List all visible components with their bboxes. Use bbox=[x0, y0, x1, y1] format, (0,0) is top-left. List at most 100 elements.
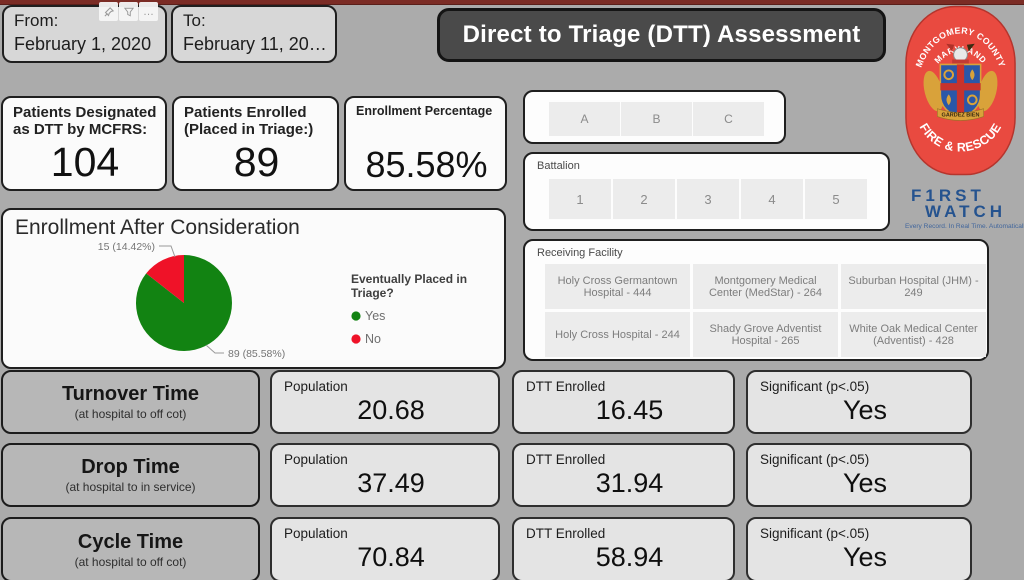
metric-cycle-subtitle: (at hospital to off cot) bbox=[74, 554, 187, 569]
kpi-designated-value: 104 bbox=[50, 139, 120, 185]
legend-dot-no-icon bbox=[351, 334, 361, 344]
drop-significant-card: Significant (p<.05) Yes bbox=[746, 443, 972, 507]
turnover-dtt-value: 16.45 bbox=[595, 395, 664, 425]
filter-icon[interactable] bbox=[119, 2, 138, 21]
kpi-card-enrollment-percentage: Enrollment Percentage 85.58% bbox=[344, 96, 507, 191]
battalion-button-4[interactable]: 4 bbox=[741, 179, 803, 219]
cycle-population-value: 70.84 bbox=[357, 542, 425, 572]
battalion-button-1[interactable]: 1 bbox=[549, 179, 611, 219]
drop-dtt-value: 31.94 bbox=[595, 468, 664, 498]
legend-item-no[interactable]: No bbox=[351, 332, 504, 346]
kpi-card-designated: Patients Designated as DTT by MCFRS: 104 bbox=[1, 96, 167, 191]
turnover-significant-value: Yes bbox=[842, 395, 888, 425]
turnover-dtt-card: DTT Enrolled 16.45 bbox=[512, 370, 735, 434]
page-title-card: Direct to Triage (DTT) Assessment bbox=[437, 8, 886, 62]
more-options-icon[interactable]: … bbox=[139, 2, 158, 21]
mcfrs-crest-logo: MONTGOMERY COUNTY MARYLAND FIRE & RESCUE… bbox=[905, 5, 1016, 176]
date-to-label: To: bbox=[183, 11, 206, 30]
battalion-slicer-label: Battalion bbox=[537, 160, 580, 172]
facility-button-suburban-jhm[interactable]: Suburban Hospital (JHM) - 249 bbox=[841, 264, 986, 309]
date-from-label: From: bbox=[14, 11, 59, 30]
legend-label-no: No bbox=[365, 332, 381, 346]
significant-column-label: Significant (p<.05) bbox=[760, 452, 870, 467]
kpi-enrolled-label-line1: Patients Enrolled bbox=[184, 104, 307, 121]
drop-significant-value: Yes bbox=[842, 468, 888, 498]
battalion-slicer-card: Battalion 1 2 3 4 5 bbox=[523, 152, 890, 231]
metric-row-turnover-label-card: Turnover Time (at hospital to off cot) bbox=[1, 370, 260, 434]
drop-population-value: 37.49 bbox=[357, 468, 425, 498]
facility-button-shady-grove[interactable]: Shady Grove Adventist Hospital - 265 bbox=[693, 312, 838, 357]
significant-column-label: Significant (p<.05) bbox=[760, 379, 870, 394]
turnover-population-card: Population 20.68 bbox=[270, 370, 500, 434]
population-column-label: Population bbox=[284, 379, 348, 394]
pie-slice-no[interactable] bbox=[146, 255, 184, 303]
facility-button-holy-cross-germantown[interactable]: Holy Cross Germantown Hospital - 444 bbox=[545, 264, 690, 309]
cycle-significant-card: Significant (p<.05) Yes bbox=[746, 517, 972, 580]
date-from-input[interactable]: February 1, 2020 bbox=[14, 34, 152, 54]
battalion-button-5[interactable]: 5 bbox=[805, 179, 867, 219]
significant-column-label: Significant (p<.05) bbox=[760, 526, 870, 541]
legend-label-yes: Yes bbox=[365, 309, 386, 323]
firstwatch-wordmark-line2: WATCH bbox=[925, 202, 1007, 222]
turnover-significant-card: Significant (p<.05) Yes bbox=[746, 370, 972, 434]
metric-row-cycle-label-card: Cycle Time (at hospital to off cot) bbox=[1, 517, 260, 580]
facility-button-holy-cross[interactable]: Holy Cross Hospital - 244 bbox=[545, 312, 690, 357]
firstwatch-tagline: Every Record. In Real Time. Automaticall… bbox=[905, 223, 1024, 231]
crest-motto: GARDEZ BIEN bbox=[942, 113, 980, 119]
shift-slicer-card: A B C bbox=[523, 90, 786, 144]
shift-button-c[interactable]: C bbox=[693, 102, 764, 136]
battalion-button-2[interactable]: 2 bbox=[613, 179, 675, 219]
cycle-dtt-value: 58.94 bbox=[595, 542, 664, 572]
metric-drop-subtitle: (at hospital to in service) bbox=[65, 480, 196, 494]
kpi-enrolled-label-line2: (Placed in Triage:) bbox=[184, 121, 314, 139]
dtt-enrolled-column-label: DTT Enrolled bbox=[526, 526, 606, 541]
window-top-strip bbox=[0, 0, 1024, 5]
page-title: Direct to Triage (DTT) Assessment bbox=[462, 21, 861, 48]
population-column-label: Population bbox=[284, 526, 348, 541]
enrollment-pie-chart: 15 (14.42%) 89 (85.58%) bbox=[98, 241, 285, 360]
battalion-button-3[interactable]: 3 bbox=[677, 179, 739, 219]
facility-button-white-oak[interactable]: White Oak Medical Center (Adventist) - 4… bbox=[841, 312, 986, 357]
firstwatch-logo: F1RST WATCH Every Record. In Real Time. … bbox=[903, 187, 1024, 231]
pie-chart-title: Enrollment After Consideration bbox=[15, 216, 300, 239]
receiving-facility-slicer-card: Receiving Facility Holy Cross Germantown… bbox=[523, 239, 989, 361]
date-to-slicer: To: February 11, 20… bbox=[171, 5, 337, 63]
kpi-percentage-value: 85.58% bbox=[365, 144, 488, 185]
receiving-facility-label: Receiving Facility bbox=[537, 247, 623, 259]
cycle-population-card: Population 70.84 bbox=[270, 517, 500, 580]
shift-button-b[interactable]: B bbox=[621, 102, 692, 136]
crest-coat-of-arms: GARDEZ BIEN bbox=[923, 43, 998, 121]
dtt-enrolled-column-label: DTT Enrolled bbox=[526, 452, 606, 467]
metric-row-drop-label-card: Drop Time (at hospital to in service) bbox=[1, 443, 260, 507]
pie-slice-yes[interactable] bbox=[135, 255, 232, 351]
shift-button-a[interactable]: A bbox=[549, 102, 620, 136]
pie-legend-title: Eventually Placed in Triage? bbox=[351, 272, 468, 300]
metric-cycle-title: Cycle Time bbox=[77, 530, 184, 553]
metric-drop-title: Drop Time bbox=[81, 456, 180, 478]
metric-turnover-subtitle: (at hospital to off cot) bbox=[74, 407, 187, 421]
date-to-input[interactable]: February 11, 20… bbox=[183, 34, 325, 54]
kpi-card-enrolled: Patients Enrolled (Placed in Triage:) 89 bbox=[172, 96, 339, 191]
drop-dtt-card: DTT Enrolled 31.94 bbox=[512, 443, 735, 507]
pie-callout-yes: 89 (85.58%) bbox=[228, 348, 285, 360]
pie-legend: Eventually Placed in Triage? Yes No bbox=[351, 272, 504, 346]
drop-population-card: Population 37.49 bbox=[270, 443, 500, 507]
legend-dot-yes-icon bbox=[351, 311, 361, 321]
facility-button-montgomery-medstar[interactable]: Montgomery Medical Center (MedStar) - 26… bbox=[693, 264, 838, 309]
turnover-population-value: 20.68 bbox=[357, 395, 425, 425]
kpi-designated-label-line2: as DTT by MCFRS: bbox=[13, 121, 148, 139]
pin-icon[interactable] bbox=[99, 2, 118, 21]
date-from-slicer: From: February 1, 2020 bbox=[2, 5, 167, 63]
enrollment-pie-card: Enrollment After Consideration 15 (14.42… bbox=[1, 208, 506, 369]
kpi-designated-label-line1: Patients Designated bbox=[13, 104, 157, 121]
dtt-enrolled-column-label: DTT Enrolled bbox=[526, 379, 606, 394]
kpi-enrolled-value: 89 bbox=[233, 139, 280, 185]
kpi-percentage-label: Enrollment Percentage bbox=[356, 104, 493, 118]
legend-item-yes[interactable]: Yes bbox=[351, 309, 504, 323]
metric-turnover-title: Turnover Time bbox=[61, 383, 200, 405]
visual-hover-toolbar: … bbox=[99, 2, 158, 21]
cycle-significant-value: Yes bbox=[842, 542, 888, 572]
pie-callout-no: 15 (14.42%) bbox=[98, 241, 155, 253]
cycle-dtt-card: DTT Enrolled 58.94 bbox=[512, 517, 735, 580]
